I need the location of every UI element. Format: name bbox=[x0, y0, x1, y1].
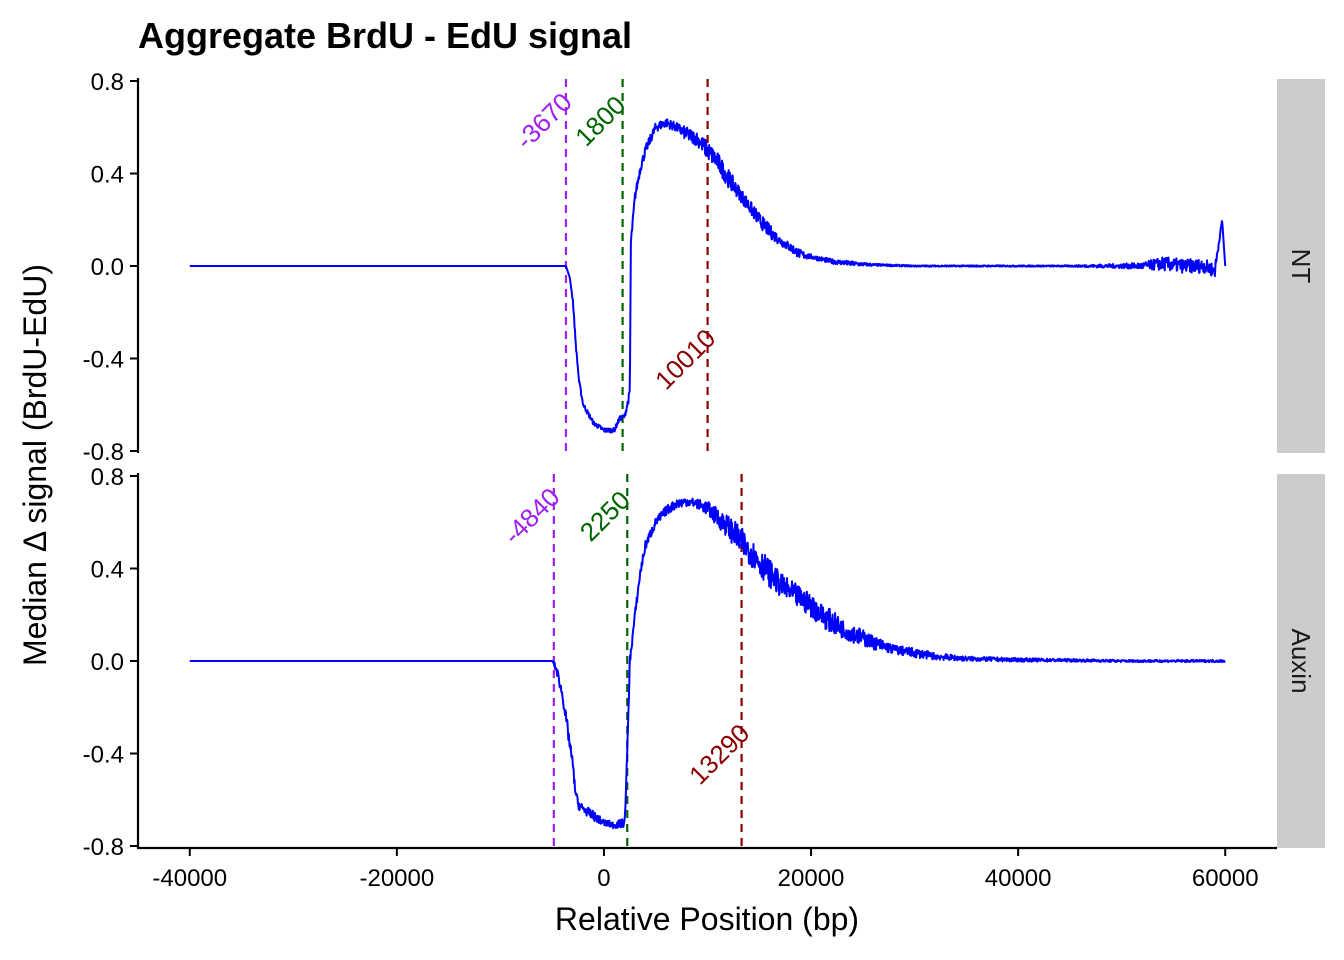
series-line bbox=[189, 497, 1226, 830]
facet-strip: NT bbox=[1277, 79, 1325, 453]
facet-strip-background bbox=[1277, 79, 1325, 453]
y-tick-label: 0.8 bbox=[91, 464, 124, 491]
x-tick-label: 0 bbox=[597, 865, 610, 892]
facet-panels: -0.8-0.40.00.40.8-3670180010010NT-0.8-0.… bbox=[83, 69, 1325, 861]
vline-label-13290: 13290 bbox=[683, 718, 755, 790]
facet-strip-label: Auxin bbox=[1286, 628, 1316, 693]
y-tick-label: -0.8 bbox=[83, 439, 124, 466]
y-tick-label: -0.4 bbox=[83, 742, 124, 769]
facet-strip-label: NT bbox=[1286, 249, 1316, 284]
y-tick-label: -0.4 bbox=[83, 347, 124, 374]
x-axis: -40000 -20000 0 20000 40000 60000 bbox=[137, 846, 1277, 892]
y-tick-label: 0.0 bbox=[91, 254, 124, 281]
y-axis-title: Median Δ signal (BrdU-EdU) bbox=[17, 264, 53, 666]
chart-title: Aggregate BrdU - EdU signal bbox=[138, 15, 632, 56]
x-axis-title: Relative Position (bp) bbox=[555, 901, 859, 937]
vline-label-10010: 10010 bbox=[649, 323, 721, 395]
y-tick-label: -0.8 bbox=[83, 834, 124, 861]
vline-label--4840: -4840 bbox=[497, 482, 565, 550]
series-line bbox=[189, 118, 1227, 434]
x-tick-label: -20000 bbox=[359, 865, 434, 892]
y-tick-label: 0.8 bbox=[91, 69, 124, 96]
facet-strip-background bbox=[1277, 474, 1325, 848]
x-tick-label: -40000 bbox=[152, 865, 227, 892]
x-tick-label: 20000 bbox=[778, 865, 845, 892]
x-tick-label: 60000 bbox=[1192, 865, 1259, 892]
x-tick-label: 40000 bbox=[985, 865, 1052, 892]
vline-label--3670: -3670 bbox=[509, 87, 577, 155]
facet-strip: Auxin bbox=[1277, 474, 1325, 848]
y-tick-label: 0.0 bbox=[91, 649, 124, 676]
y-tick-label: 0.4 bbox=[91, 162, 124, 189]
y-tick-label: 0.4 bbox=[91, 557, 124, 584]
